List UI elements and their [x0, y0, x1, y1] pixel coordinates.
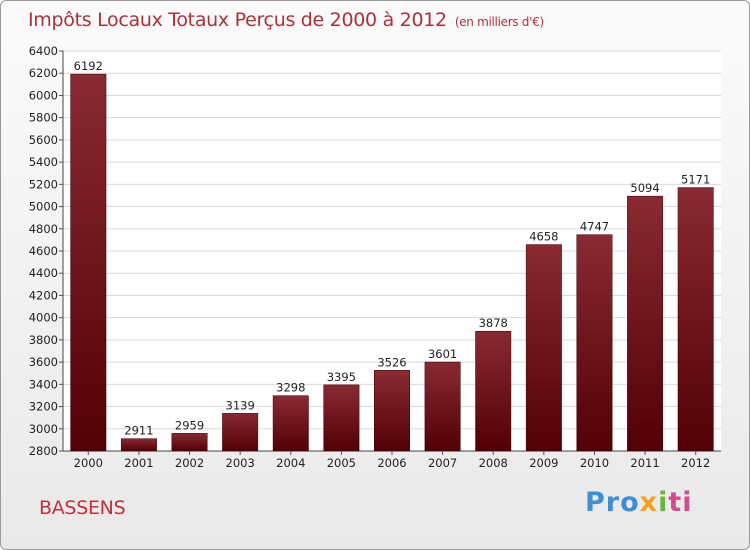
y-tick-label: 6000: [29, 88, 58, 102]
data-label-2000: 6192: [74, 59, 103, 73]
y-tick-label: 4000: [29, 311, 58, 325]
x-tick-label-2006: 2006: [377, 456, 406, 470]
bar-2001: [120, 438, 157, 452]
bar-2005: [323, 384, 360, 452]
bar-2008: [475, 330, 512, 452]
x-tick-label-2002: 2002: [175, 456, 204, 470]
bar-2000: [70, 73, 107, 452]
chart-unit: (en milliers d'€): [454, 15, 544, 29]
y-tick-label: 3000: [29, 422, 58, 436]
y-tick-label: 4600: [29, 244, 58, 258]
x-tick-label-2000: 2000: [74, 456, 103, 470]
y-tick-label: 6400: [29, 44, 58, 58]
y-tick-label: 5400: [29, 155, 58, 169]
bar-2006: [374, 370, 410, 452]
data-label-2003: 3139: [226, 398, 255, 412]
data-label-2012: 5171: [681, 173, 710, 187]
data-label-2011: 5094: [630, 181, 659, 195]
bar-2011: [627, 195, 664, 452]
bar-2002: [171, 433, 208, 452]
commune-name: BASSENS: [39, 497, 126, 519]
y-tick-label: 4800: [29, 222, 58, 236]
y-tick-label: 3200: [29, 400, 58, 414]
x-tick-label-2011: 2011: [630, 456, 659, 470]
y-tick-label: 5200: [29, 177, 58, 191]
x-tick-label-2010: 2010: [580, 456, 609, 470]
y-tick-label: 5000: [29, 200, 58, 214]
data-label-2009: 4658: [529, 230, 558, 244]
data-label-2007: 3601: [428, 347, 457, 361]
x-tick-label-2009: 2009: [529, 456, 558, 470]
y-tick-label: 6200: [29, 66, 58, 80]
y-tick-label: 3400: [29, 377, 58, 391]
x-tick-label-2007: 2007: [428, 456, 457, 470]
bar-2003: [222, 413, 259, 452]
data-label-2001: 2911: [124, 424, 153, 438]
data-label-2002: 2959: [175, 418, 204, 432]
bar-2009: [525, 244, 562, 452]
bar-2012: [677, 187, 714, 452]
x-tick-label-2005: 2005: [327, 456, 356, 470]
bar-2010: [576, 234, 613, 452]
x-tick-label-2008: 2008: [479, 456, 508, 470]
proxiti-logo: Proxiti: [585, 487, 693, 518]
chart-title-text: Impôts Locaux Totaux Perçus de 2000 à 20…: [28, 9, 447, 31]
y-tick-label: 4400: [29, 266, 58, 280]
x-tick-label-2003: 2003: [226, 456, 255, 470]
bar-2004: [272, 395, 309, 452]
y-tick-label: 5600: [29, 133, 58, 147]
x-tick-label-2012: 2012: [681, 456, 710, 470]
y-tick-label: 2800: [29, 444, 58, 458]
y-tick-label: 5800: [29, 111, 58, 125]
data-label-2006: 3526: [377, 355, 406, 369]
data-label-2005: 3395: [327, 370, 356, 384]
y-tick-label: 4200: [29, 288, 58, 302]
x-tick-label-2004: 2004: [276, 456, 305, 470]
data-label-2010: 4747: [580, 220, 609, 234]
chart-title: Impôts Locaux Totaux Perçus de 2000 à 20…: [28, 9, 544, 31]
bar-2007: [424, 361, 461, 452]
y-tick-label: 3800: [29, 333, 58, 347]
y-tick-label: 3600: [29, 355, 58, 369]
x-tick-label-2001: 2001: [124, 456, 153, 470]
data-label-2008: 3878: [479, 316, 508, 330]
data-label-2004: 3298: [276, 381, 305, 395]
